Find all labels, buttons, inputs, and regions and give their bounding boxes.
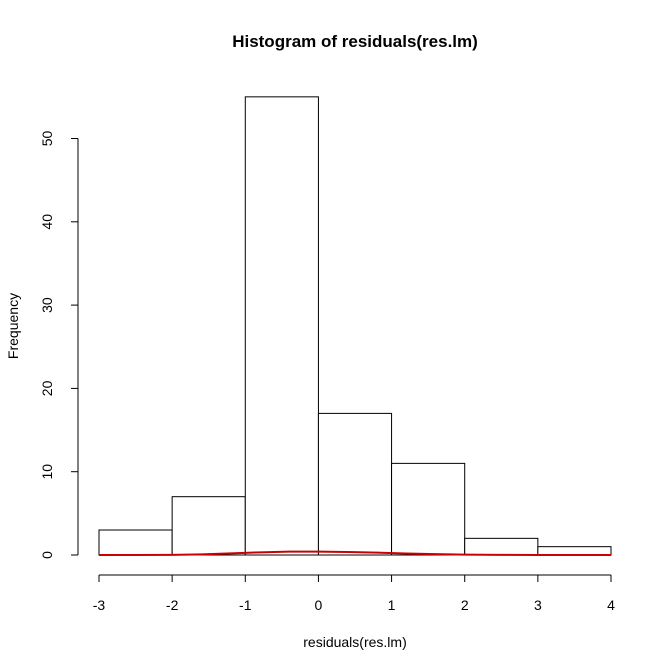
x-tick-label-2: -1 xyxy=(239,597,252,613)
y-tick-label-3: 30 xyxy=(39,297,55,313)
y-axis-label: Frequency xyxy=(5,293,21,359)
x-tick-label-5: 2 xyxy=(461,597,469,613)
histogram-bar-1 xyxy=(171,496,246,556)
histogram-bar-4 xyxy=(391,462,466,556)
y-tick-label-0: 0 xyxy=(39,551,55,559)
density-curve-group xyxy=(99,550,611,556)
y-axis: 0 10 20 30 40 50 xyxy=(39,131,79,559)
y-tick-label-5: 50 xyxy=(39,131,55,147)
y-tick-label-4: 40 xyxy=(39,214,55,230)
histogram-bar-5 xyxy=(464,537,539,556)
histogram-bars xyxy=(98,96,612,556)
histogram-bar-6 xyxy=(537,546,612,556)
x-tick-label-1: -2 xyxy=(166,597,179,613)
x-tick-label-7: 4 xyxy=(607,597,615,613)
x-tick-label-4: 1 xyxy=(388,597,396,613)
x-tick-label-0: -3 xyxy=(93,597,106,613)
x-axis-label: residuals(res.lm) xyxy=(303,634,406,650)
x-tick-label-3: 0 xyxy=(315,597,323,613)
y-tick-label-2: 20 xyxy=(39,380,55,396)
x-axis: -3 -2 -1 0 1 2 3 4 xyxy=(93,574,615,613)
density-curve-line xyxy=(99,550,611,556)
histogram-bar-3 xyxy=(317,412,393,556)
histogram-bar-0 xyxy=(98,529,173,556)
y-tick-label-1: 10 xyxy=(39,464,55,480)
histogram-bar-2 xyxy=(244,96,319,556)
chart-title: Histogram of residuals(res.lm) xyxy=(232,32,478,51)
x-tick-label-6: 3 xyxy=(534,597,542,613)
